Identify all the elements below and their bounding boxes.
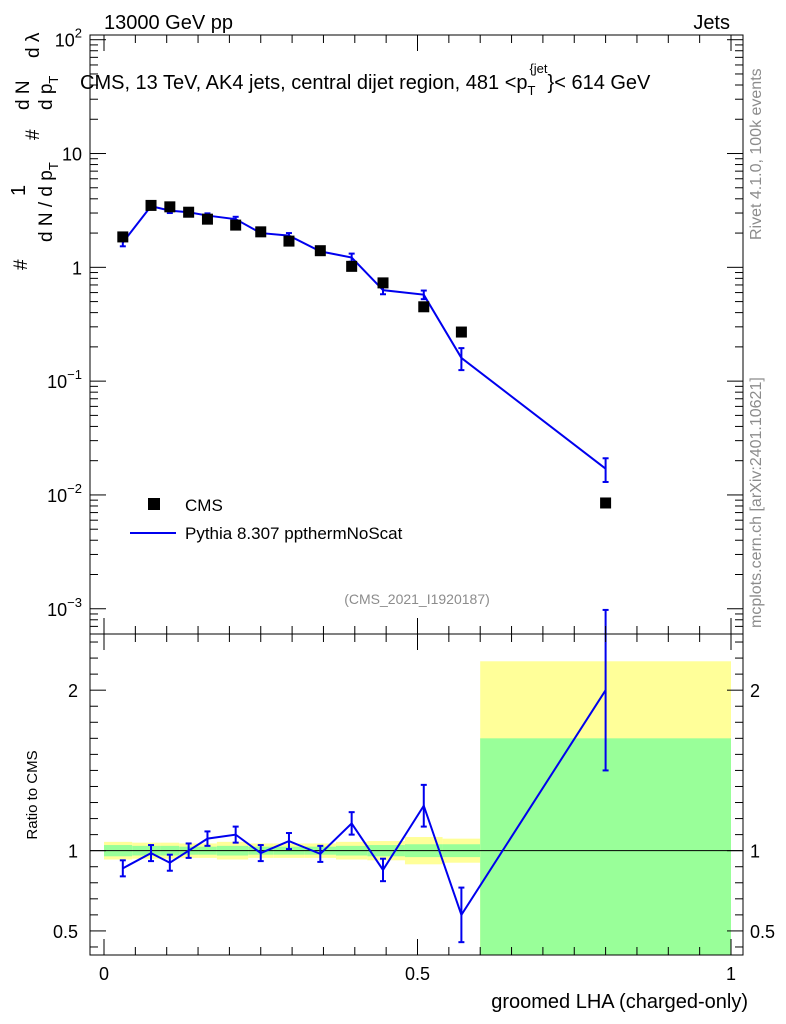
- main-ytick-label: 10: [62, 145, 82, 165]
- ratio-series-line: [122, 689, 607, 918]
- cms-data-point: [145, 199, 157, 211]
- ratio-ylabel: Ratio to CMS: [24, 750, 41, 839]
- cms-data-point: [164, 201, 176, 213]
- band-inner: [480, 738, 731, 955]
- x-tick-label: 0: [99, 964, 109, 984]
- legend-marker-cms: [148, 498, 160, 510]
- ratio-ytick-label-right: 2: [750, 681, 760, 701]
- header-process: Jets: [693, 12, 730, 34]
- cms-data-point: [183, 206, 195, 218]
- cms-data-point: [230, 219, 242, 231]
- main-frame: [89, 34, 744, 635]
- cms-data-point: [201, 213, 213, 225]
- cms-data-point: [117, 231, 129, 243]
- x-tick-label: 1: [726, 964, 736, 984]
- plot-title-end: }< 614 GeV: [548, 72, 652, 94]
- analysis-watermark: (CMS_2021_I1920187): [344, 591, 490, 607]
- cms-data-point: [455, 326, 467, 338]
- main-ytick-label: 10−1: [47, 367, 82, 392]
- axes: 102 10 1 10−1 10−2 10−3 0 0.5 1 0.5 0.5 1 1 2 2: [47, 26, 775, 984]
- legend-label-cms: CMS: [185, 496, 223, 515]
- cms-data-point: [377, 277, 389, 289]
- plot-title-sup: {jet: [529, 61, 547, 76]
- ratio-content: [90, 608, 743, 944]
- ylabel-num-denominator: d pT: [36, 76, 61, 110]
- mcplots-label: mcplots.cern.ch [arXiv:2401.10621]: [748, 377, 765, 628]
- ratio-frame: [89, 633, 744, 956]
- main-ytick-label: 1: [72, 258, 82, 278]
- main-content: [117, 199, 612, 509]
- ylabel-one: 1: [8, 185, 30, 196]
- ylabel-denominator: d N / d pT: [36, 162, 61, 242]
- plot-title: CMS, 13 TeV, AK4 jets, central dijet reg…: [80, 61, 651, 98]
- ylabel-numerator: d N: [13, 80, 34, 110]
- ratio-ytick-label-left: 1: [68, 842, 78, 862]
- ratio-ytick-label-right: 0.5: [750, 922, 775, 942]
- x-axis-label: groomed LHA (charged-only): [491, 991, 748, 1013]
- cms-data-point: [600, 497, 612, 509]
- cms-data-point: [255, 226, 267, 238]
- main-ytick-label: 10−2: [47, 481, 82, 506]
- cms-data-point: [314, 245, 326, 257]
- main-ytick-label: 102: [55, 26, 82, 51]
- plot-title-sub: T: [528, 83, 536, 98]
- ratio-ytick-label-left: 0.5: [53, 922, 78, 942]
- header-energy: 13000 GeV pp: [104, 12, 233, 34]
- cms-data-point: [346, 260, 358, 272]
- ylabel-hash-1: #: [11, 259, 32, 270]
- ratio-bands: [104, 661, 731, 955]
- cms-data-point: [283, 235, 295, 247]
- main-ylabel: # 1 d N / d pT # d N d pT d λ: [8, 32, 61, 270]
- plot-title-main: CMS, 13 TeV, AK4 jets, central dijet reg…: [80, 72, 528, 94]
- cms-data-point: [418, 301, 430, 313]
- ylabel-hash-2: #: [23, 129, 44, 140]
- ylabel-dlambda: d λ: [23, 32, 44, 58]
- ratio-ytick-label-right: 1: [750, 842, 760, 862]
- x-tick-label: 0.5: [405, 964, 430, 984]
- legend-label-pythia: Pythia 8.307 ppthermNoScat: [185, 524, 403, 543]
- ratio-ytick-label-left: 2: [68, 681, 78, 701]
- mc-series-line: [122, 204, 607, 470]
- rivet-label: Rivet 4.1.0, 100k events: [748, 68, 765, 240]
- main-ytick-label: 10−3: [47, 595, 82, 620]
